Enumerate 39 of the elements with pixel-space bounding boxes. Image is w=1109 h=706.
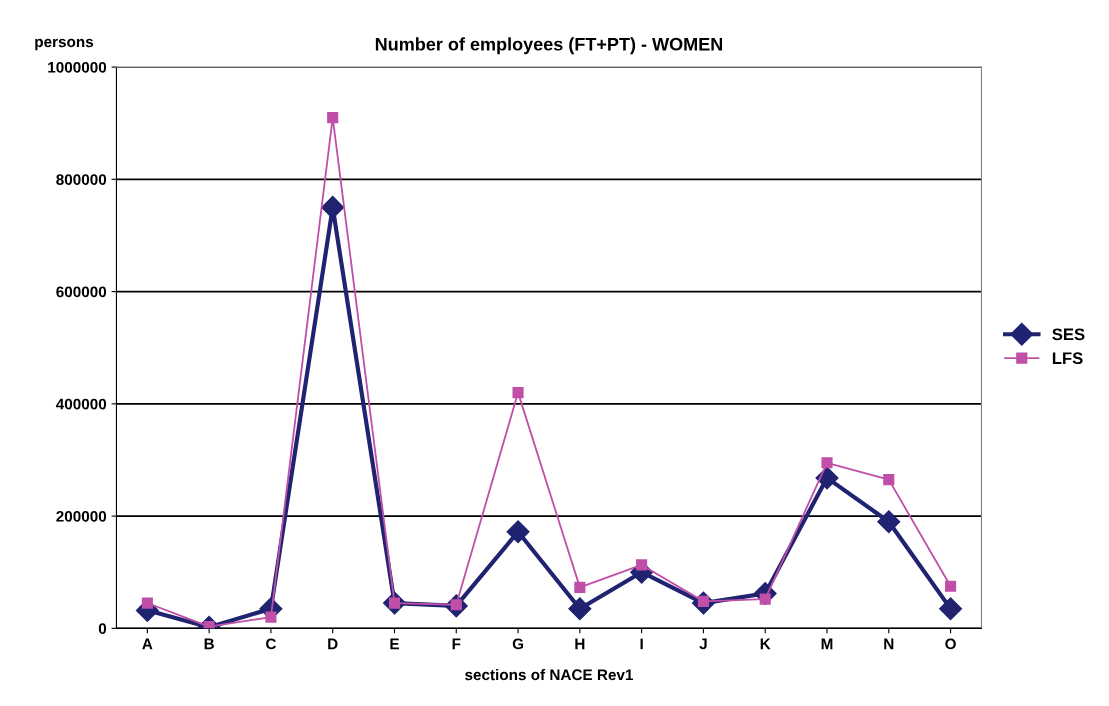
point [327,112,339,124]
x-tick-label: D [328,638,338,650]
legend-label: SES [1052,328,1085,341]
y-tick-label: 600000 [56,286,107,298]
point [574,581,586,593]
x-tick-label: M [821,638,833,650]
point [883,474,895,486]
point [321,195,345,219]
point [636,559,648,571]
x-tick-label: K [760,638,771,650]
point [821,457,833,469]
y-tick-label: 1000000 [48,61,107,73]
x-tick-label: I [640,638,643,650]
x-tick-label: C [266,638,277,650]
point [141,597,153,609]
x-tick-label: H [575,638,585,650]
chart-title: Number of employees (FT+PT) - WOMEN [375,37,723,55]
x-tick-label: F [452,638,461,650]
point [512,387,524,399]
x-tick-label: N [884,638,894,650]
point [877,510,901,534]
legend-label: LFS [1052,352,1083,365]
x-axis-title: sections of NACE Rev1 [465,668,634,681]
x-tick-label: G [512,638,524,650]
x-tick-label: O [945,638,956,650]
x-tick-label: J [699,638,707,650]
point [945,580,957,592]
point [939,597,963,621]
y-tick-label: 400000 [55,398,107,410]
point [506,520,530,544]
point [265,611,277,623]
x-tick-label: A [142,638,153,650]
point [568,597,592,621]
y-tick-label: 800000 [56,174,107,186]
x-tick-label: E [390,638,399,650]
y-tick-label: 200000 [56,510,107,522]
y-tick-label: 0 [98,623,107,635]
y-axis-title: persons [35,38,94,51]
x-tick-label: B [204,638,214,650]
